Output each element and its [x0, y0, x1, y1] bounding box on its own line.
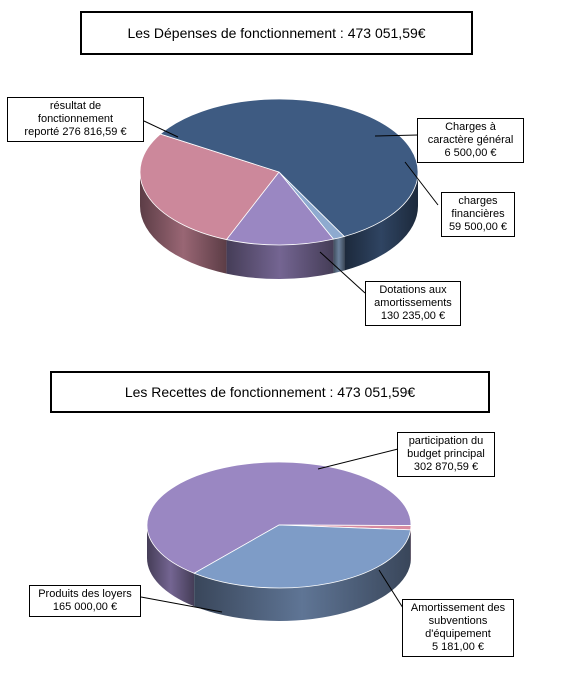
pie-side-charges-a-caractere-general [333, 236, 345, 274]
chart-title-recettes: Les Recettes de fonctionnement : 473 051… [50, 371, 490, 413]
pie-slice-dotations-aux-amortissements [139, 133, 280, 241]
leader-line-dotations-aux-amortissements [319, 251, 366, 294]
pie-side-resultat-de-fonctionnement-reporte [344, 172, 418, 271]
chart-title-recettes-text: Les Recettes de fonctionnement : 473 051… [124, 384, 416, 400]
leader-line-produits-des-loyers [140, 596, 223, 613]
label-charges-caractere-general: Charges à caractère général 6 500,00 € [417, 118, 524, 163]
pie-slice-produits-des-loyers [193, 524, 412, 589]
pie-slice-charges-financieres [225, 171, 335, 246]
label-dotations-amortissements: Dotations aux amortissements 130 235,00 … [365, 281, 461, 326]
leader-line-charges-a-caractere-general [374, 134, 419, 137]
label-resultat-fonctionnement: résultat de fonctionnement reporté 276 8… [7, 97, 144, 142]
pie-side-participation-du-budget-principal [147, 525, 195, 607]
pie-slice-resultat-de-fonctionnement-reporte [159, 98, 419, 237]
chart-title-depenses-text: Les Dépenses de fonctionnement : 473 051… [127, 25, 426, 41]
leader-line-amortissement-des-subventions-d-equipement [378, 569, 404, 609]
leader-line-participation-du-budget-principal [317, 448, 399, 470]
label-amortissement-subventions: Amortissement des subventions d'équipeme… [402, 599, 514, 657]
pie-side-charges-financieres [226, 239, 334, 279]
leader-line-charges-financieres [404, 161, 439, 206]
pie-side-produits-des-loyers [194, 529, 411, 622]
pie-side-dotations-aux-amortissements [140, 172, 227, 274]
label-produits-loyers: Produits des loyers 165 000,00 € [29, 585, 141, 617]
leader-line-resultat-de-fonctionnement-reporte [143, 120, 179, 138]
pie-slice-participation-du-budget-principal [146, 461, 412, 574]
pie-chart-dep [139, 98, 439, 294]
label-charges-financieres: charges financières 59 500,00 € [441, 192, 515, 237]
chart-title-depenses: Les Dépenses de fonctionnement : 473 051… [80, 11, 473, 55]
label-participation-budget-principal: participation du budget principal 302 87… [397, 432, 495, 477]
pie-chart-rec [140, 448, 412, 622]
